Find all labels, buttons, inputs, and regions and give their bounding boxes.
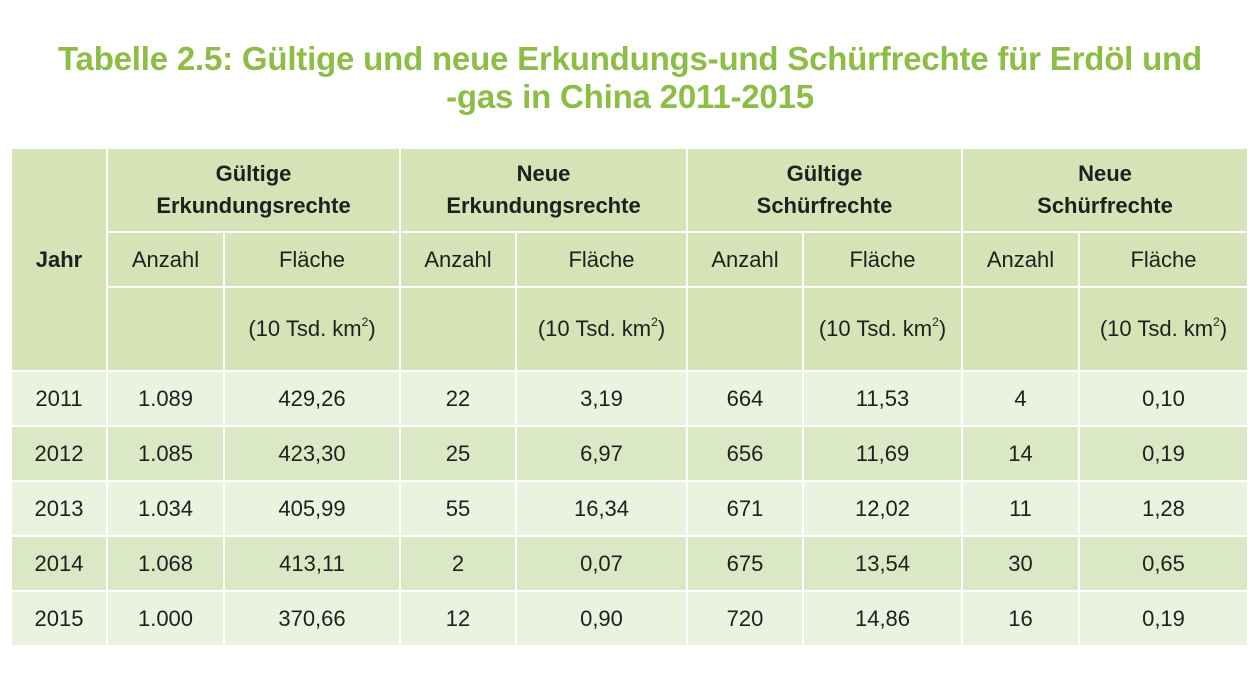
header-unit-empty (961, 286, 1080, 372)
table-cell: 11 (961, 480, 1080, 537)
table-cell: 1.068 (106, 535, 225, 592)
table-cell: 671 (686, 480, 804, 537)
table-cell: 30 (961, 535, 1080, 592)
table-cell: 14,86 (802, 590, 963, 647)
header-unit: (10 Tsd. km2) (1078, 286, 1249, 372)
cell-year: 2015 (10, 590, 108, 647)
header-count: Anzahl (399, 231, 517, 288)
table-cell: 6,97 (515, 425, 688, 482)
table-cell: 405,99 (223, 480, 401, 537)
table-cell: 0,90 (515, 590, 688, 647)
table-title-line-1: Tabelle 2.5: Gültige und neue Erkundungs… (58, 40, 1202, 77)
cell-year: 2013 (10, 480, 108, 537)
cell-year: 2011 (10, 370, 108, 427)
cell-year: 2014 (10, 535, 108, 592)
table-cell: 0,19 (1078, 590, 1249, 647)
header-count: Anzahl (961, 231, 1080, 288)
table-cell: 1.089 (106, 370, 225, 427)
table-cell: 0,10 (1078, 370, 1249, 427)
header-area: Fläche (223, 231, 401, 288)
header-area: Fläche (1078, 231, 1249, 288)
table-cell: 1.085 (106, 425, 225, 482)
table-cell: 16 (961, 590, 1080, 647)
header-group-new-mining: Neue Schürfrechte (961, 147, 1249, 233)
table-cell: 55 (399, 480, 517, 537)
table-row: 2014 1.068 413,11 2 0,07 675 13,54 30 0,… (10, 535, 1249, 592)
table-cell: 1.034 (106, 480, 225, 537)
table-cell: 1,28 (1078, 480, 1249, 537)
header-count: Anzahl (106, 231, 225, 288)
table-cell: 12 (399, 590, 517, 647)
table-cell: 1.000 (106, 590, 225, 647)
header-unit-empty (686, 286, 804, 372)
header-year: Jahr (10, 147, 108, 372)
table-row: 2015 1.000 370,66 12 0,90 720 14,86 16 0… (10, 590, 1249, 647)
table-cell: 664 (686, 370, 804, 427)
table-cell: 370,66 (223, 590, 401, 647)
table-cell: 429,26 (223, 370, 401, 427)
cell-year: 2012 (10, 425, 108, 482)
table-cell: 11,53 (802, 370, 963, 427)
header-unit: (10 Tsd. km2) (515, 286, 688, 372)
header-area: Fläche (515, 231, 688, 288)
table-row: 2013 1.034 405,99 55 16,34 671 12,02 11 … (10, 480, 1249, 537)
header-count: Anzahl (686, 231, 804, 288)
table-cell: 720 (686, 590, 804, 647)
data-table: Jahr Gültige Erkundungsrechte Neue Erkundu… (10, 147, 1249, 647)
table-cell: 25 (399, 425, 517, 482)
table-cell: 2 (399, 535, 517, 592)
header-area: Fläche (802, 231, 963, 288)
header-group-valid-mining: Gültige Schürfrechte (686, 147, 963, 233)
table-cell: 13,54 (802, 535, 963, 592)
header-unit: (10 Tsd. km2) (223, 286, 401, 372)
table-cell: 0,65 (1078, 535, 1249, 592)
header-unit-empty (399, 286, 517, 372)
table-cell: 675 (686, 535, 804, 592)
table-cell: 4 (961, 370, 1080, 427)
table-cell: 14 (961, 425, 1080, 482)
table-cell: 12,02 (802, 480, 963, 537)
table-cell: 423,30 (223, 425, 401, 482)
header-group-new-exploration: Neue Erkundungsrechte (399, 147, 688, 233)
table-row: 2011 1.089 429,26 22 3,19 664 11,53 4 0,… (10, 370, 1249, 427)
header-group-valid-exploration: Gültige Erkundungsrechte (106, 147, 401, 233)
table-cell: 16,34 (515, 480, 688, 537)
header-unit-empty (106, 286, 225, 372)
table-title-line-2: -gas in China 2011-2015 (446, 78, 814, 115)
table-cell: 0,19 (1078, 425, 1249, 482)
table-title: Tabelle 2.5: Gültige und neue Erkundungs… (0, 40, 1260, 116)
table-cell: 11,69 (802, 425, 963, 482)
header-unit: (10 Tsd. km2) (802, 286, 963, 372)
table-cell: 656 (686, 425, 804, 482)
table-row: 2012 1.085 423,30 25 6,97 656 11,69 14 0… (10, 425, 1249, 482)
table-cell: 0,07 (515, 535, 688, 592)
table-cell: 413,11 (223, 535, 401, 592)
table-cell: 22 (399, 370, 517, 427)
table-cell: 3,19 (515, 370, 688, 427)
